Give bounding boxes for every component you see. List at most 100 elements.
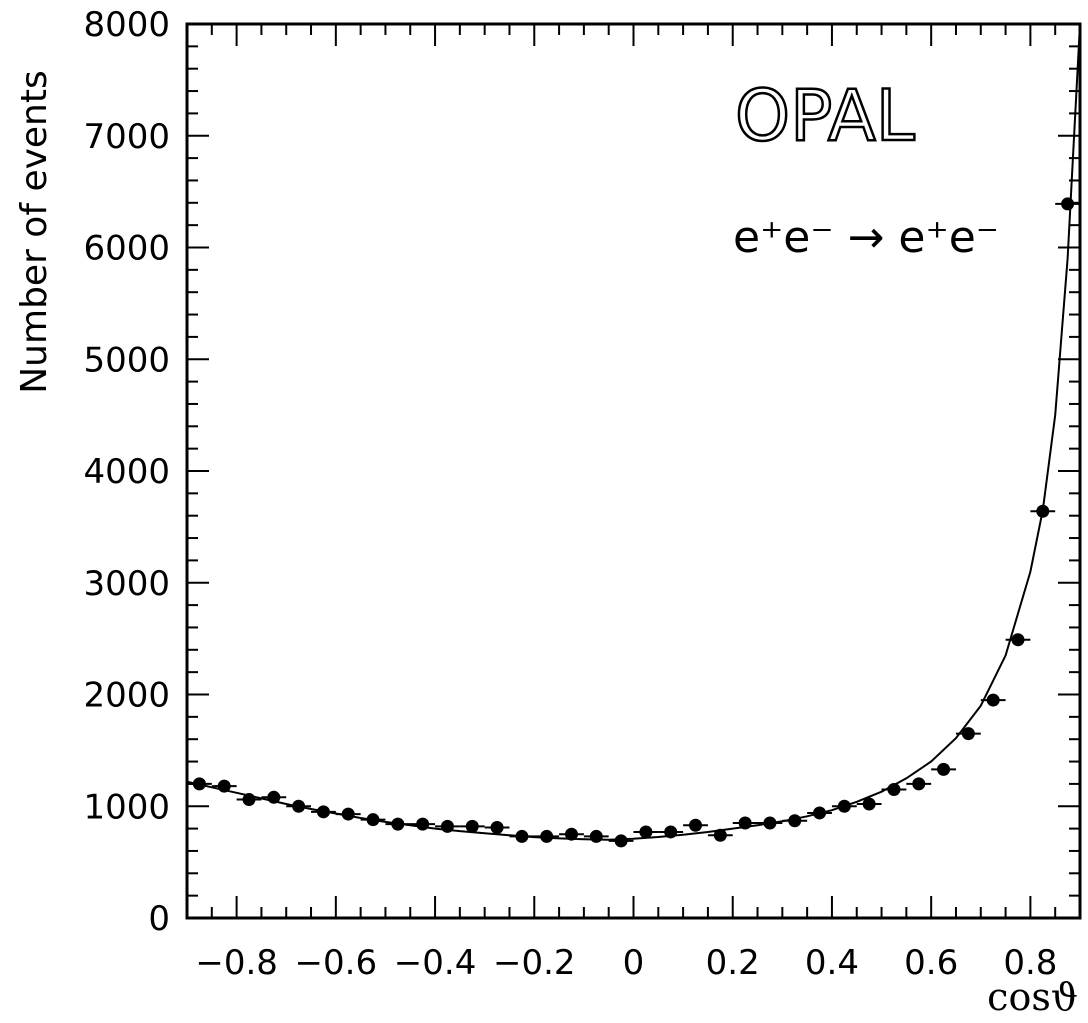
data-marker [614, 834, 628, 848]
ticks-layer [186, 23, 1081, 919]
data-point [757, 816, 783, 830]
data-point [881, 782, 907, 796]
data-point [931, 762, 956, 776]
data-point [683, 818, 708, 832]
data-marker [713, 828, 727, 842]
data-points-layer [187, 197, 1080, 848]
data-marker [515, 829, 529, 843]
data-point [211, 779, 237, 793]
data-marker [664, 825, 678, 839]
fit-curve [186, 23, 1081, 841]
x-tick-label: −0.4 [394, 943, 477, 983]
y-tick-label: 3000 [83, 564, 170, 604]
tick-labels-layer: 0 1000 2000 3000 4000 5000 6000 7000 8000 −0.8 −0.… [83, 5, 1057, 983]
data-marker [564, 827, 578, 841]
y-tick-label: 5000 [83, 340, 170, 380]
data-marker [391, 817, 405, 831]
data-point [484, 820, 510, 834]
data-marker [763, 816, 777, 830]
data-marker [689, 818, 703, 832]
fit-curve-layer [186, 23, 1081, 841]
data-point [732, 816, 758, 830]
data-point [335, 807, 361, 821]
x-tick-label: 0.2 [706, 943, 760, 983]
data-point [980, 693, 1006, 707]
data-marker [813, 806, 827, 820]
data-point [286, 799, 312, 813]
data-marker [1061, 197, 1075, 211]
data-point [1055, 197, 1080, 211]
x-tick-label: −0.8 [195, 943, 278, 983]
data-point [633, 825, 659, 839]
data-point [1030, 504, 1056, 518]
y-tick-label: 7000 [83, 117, 170, 157]
data-point [360, 813, 386, 827]
data-marker [589, 829, 603, 843]
x-tick-label: −0.2 [493, 943, 576, 983]
data-marker [862, 797, 876, 811]
data-point [435, 819, 460, 833]
data-marker [192, 777, 206, 791]
data-marker [887, 782, 901, 796]
annotation-process: e⁺e⁻ → e⁺e⁻ [733, 212, 999, 263]
data-point [782, 814, 808, 828]
data-marker [738, 816, 752, 830]
x-axis-title: cosϑ [987, 975, 1078, 1019]
data-point [856, 797, 882, 811]
data-point [707, 828, 733, 842]
data-marker [416, 817, 430, 831]
data-marker [490, 820, 504, 834]
data-marker [986, 693, 1000, 707]
data-marker [292, 799, 306, 813]
data-marker [465, 819, 479, 833]
x-tick-label: 0 [623, 943, 645, 983]
data-marker [1011, 633, 1025, 647]
data-marker [639, 825, 653, 839]
data-marker [1036, 504, 1050, 518]
y-tick-label: 8000 [83, 5, 170, 45]
x-tick-label: 0.4 [805, 943, 859, 983]
data-marker [217, 779, 231, 793]
data-marker [788, 814, 802, 828]
data-point [1005, 633, 1031, 647]
data-marker [837, 799, 851, 813]
data-point [831, 799, 857, 813]
y-tick-label: 1000 [83, 787, 170, 827]
data-point [410, 817, 436, 831]
data-marker [961, 727, 975, 741]
data-marker [440, 819, 454, 833]
data-marker [316, 805, 330, 819]
y-tick-label: 0 [148, 899, 170, 939]
data-marker [242, 793, 256, 807]
data-point [658, 825, 684, 839]
data-point [608, 834, 634, 848]
y-tick-label: 6000 [83, 229, 170, 269]
data-point [534, 829, 560, 843]
x-tick-label: 0.6 [904, 943, 958, 983]
y-tick-label: 2000 [83, 676, 170, 716]
data-marker [341, 807, 355, 821]
data-marker [912, 777, 926, 791]
y-tick-label: 4000 [83, 452, 170, 492]
data-point [459, 819, 485, 833]
data-marker [267, 790, 281, 804]
data-point [385, 817, 411, 831]
data-point [583, 829, 609, 843]
data-point [236, 793, 262, 807]
x-tick-label: 0.8 [1003, 943, 1057, 983]
data-point [906, 777, 932, 791]
annotation-experiment: OPAL [735, 75, 915, 157]
data-point [261, 790, 287, 804]
data-point [509, 829, 535, 843]
x-tick-label: −0.6 [295, 943, 378, 983]
data-marker [540, 829, 554, 843]
data-point [559, 827, 584, 841]
y-axis-title: Number of events [14, 70, 55, 394]
plot-frame [185, 22, 1082, 920]
data-point [187, 777, 212, 791]
data-point [955, 727, 981, 741]
data-point [311, 805, 336, 819]
data-marker [366, 813, 380, 827]
